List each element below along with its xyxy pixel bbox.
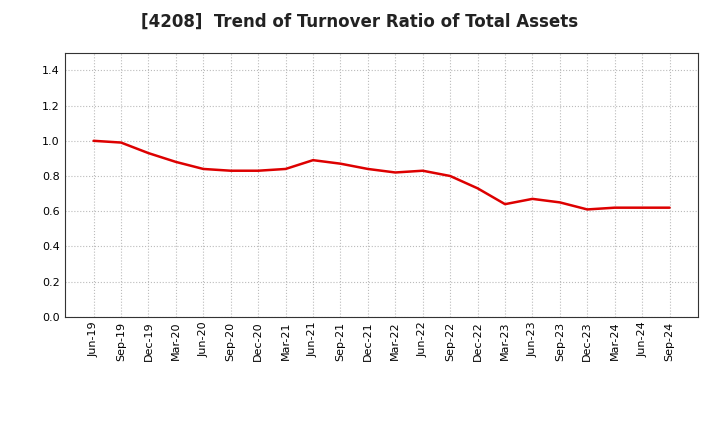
Text: [4208]  Trend of Turnover Ratio of Total Assets: [4208] Trend of Turnover Ratio of Total … <box>141 13 579 31</box>
